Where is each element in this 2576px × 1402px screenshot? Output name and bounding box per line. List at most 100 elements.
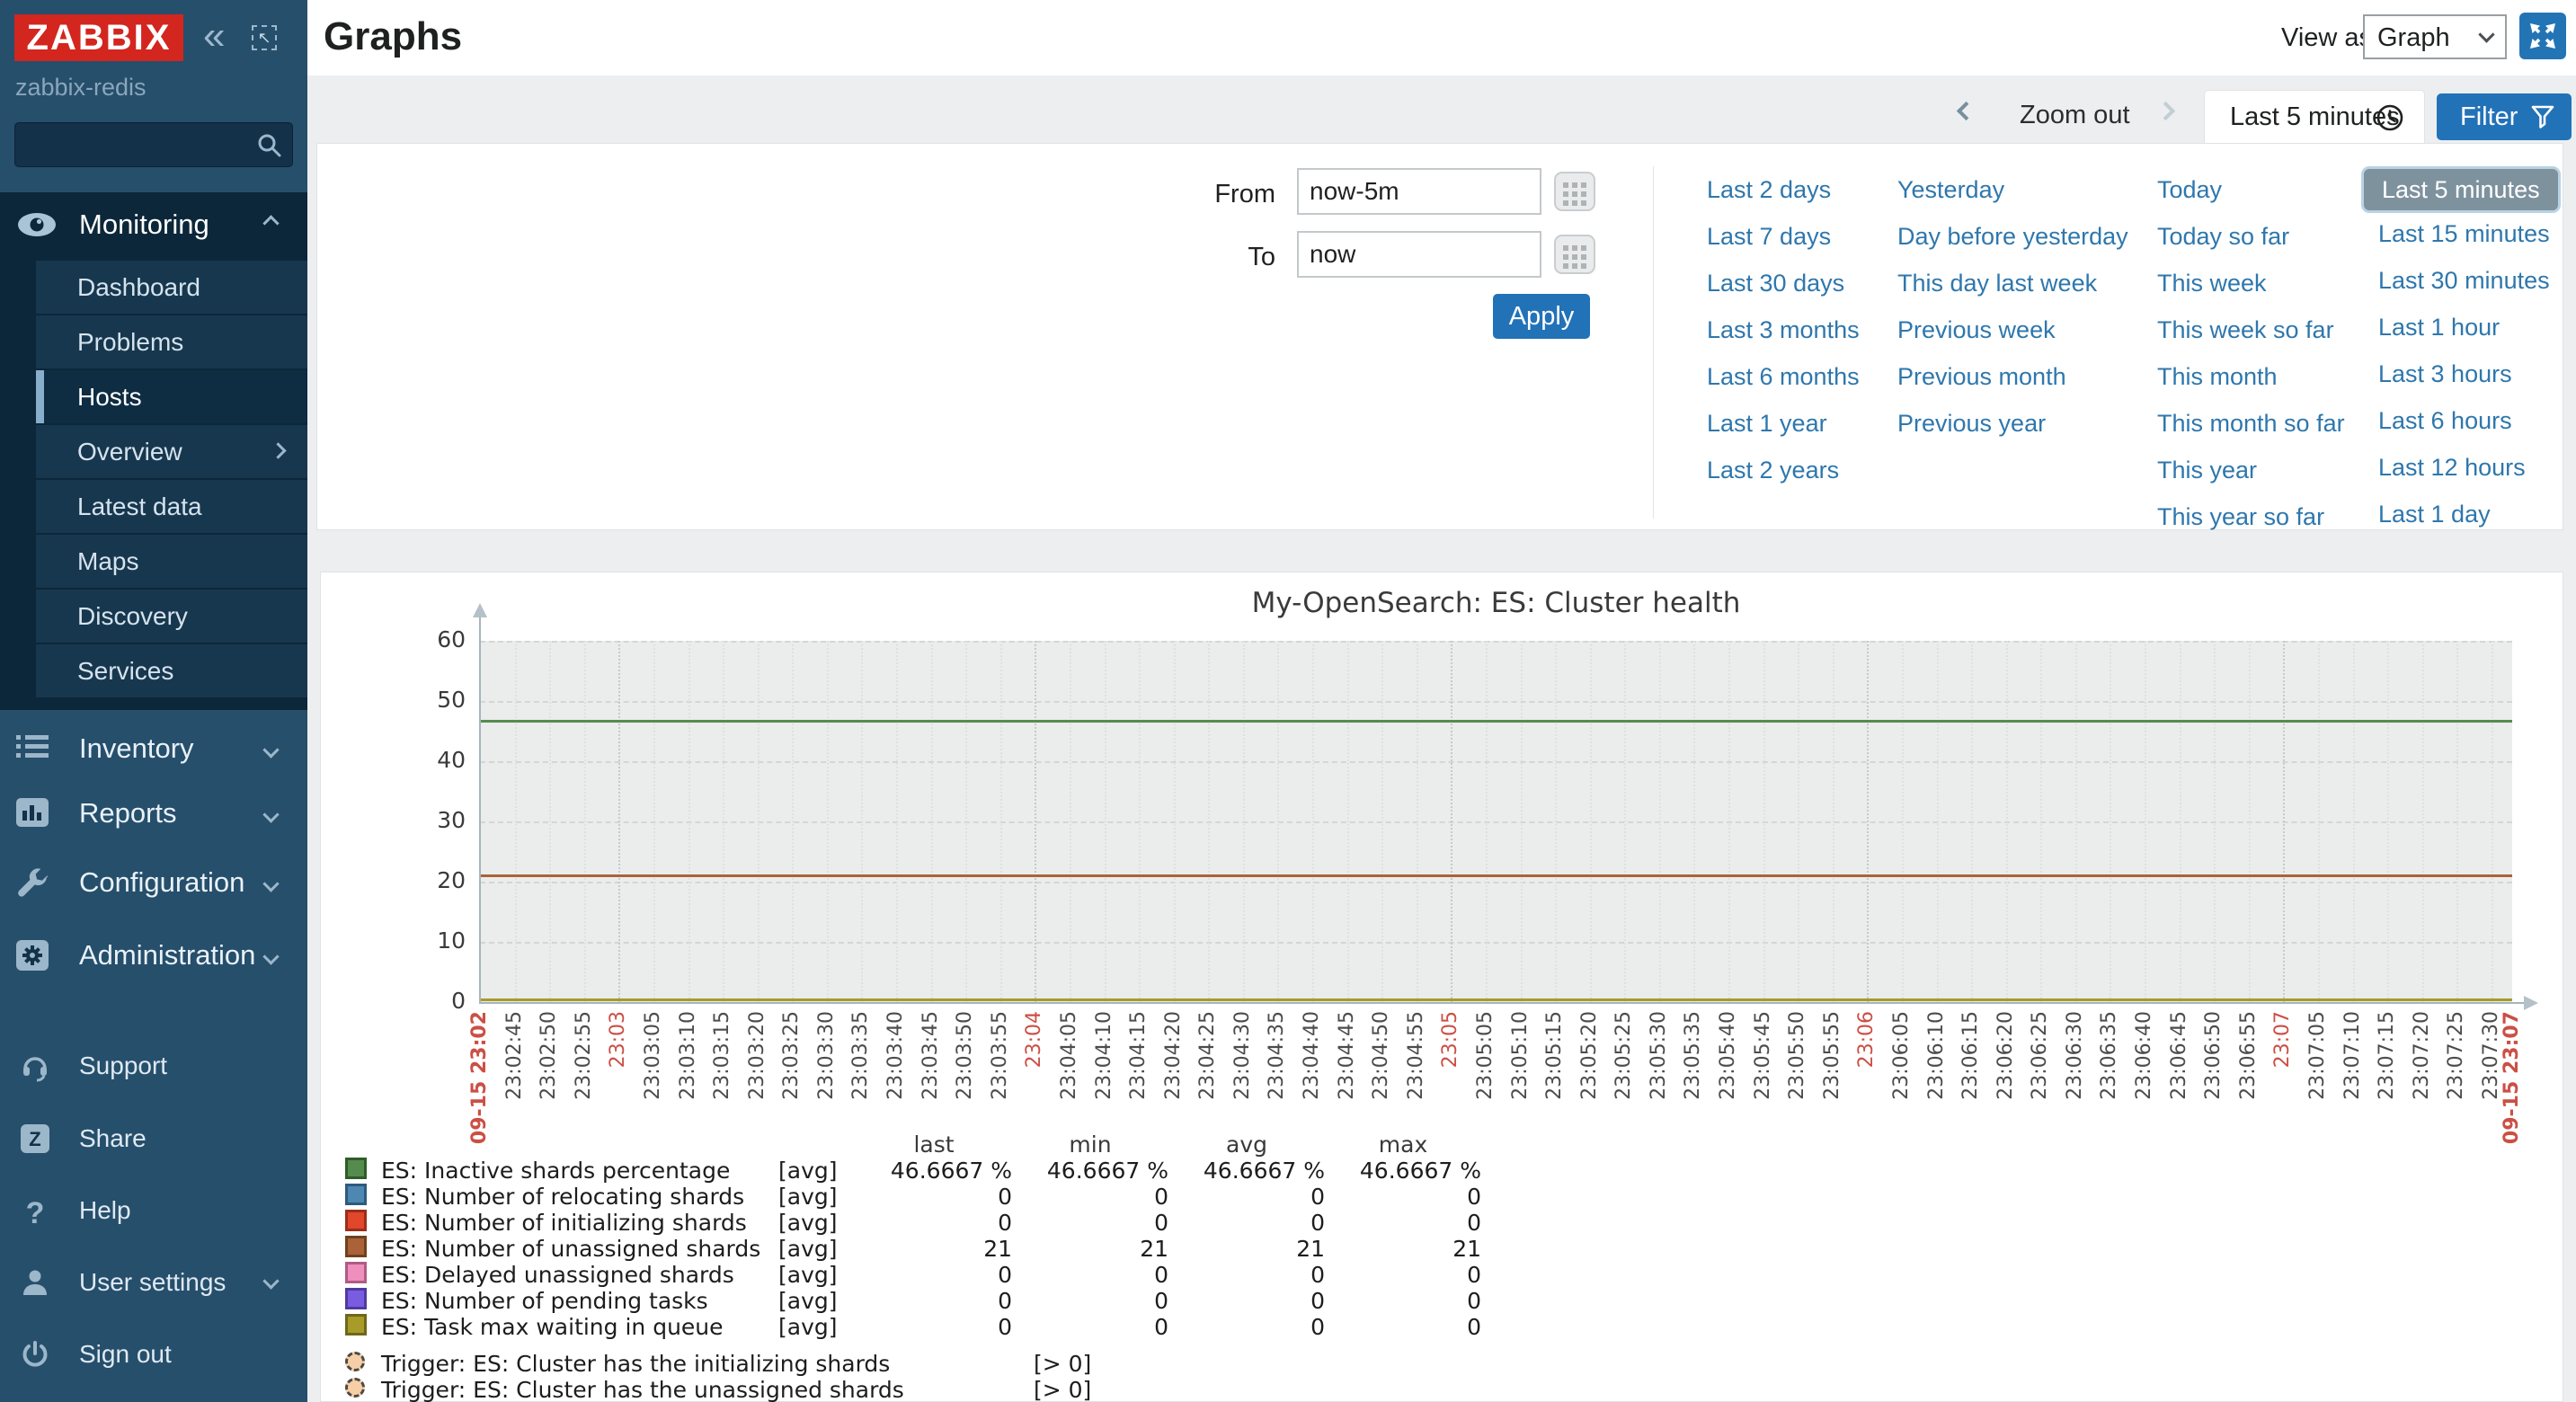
gridline-x [688, 641, 690, 1002]
sidebar-item-hosts[interactable]: Hosts [36, 370, 307, 423]
view-as-select[interactable]: Graph [2363, 14, 2507, 59]
x-axis-label: 23:06:10 [1924, 1011, 1948, 1100]
calendar-icon[interactable] [1550, 167, 1599, 216]
sidebar-item-latest-data[interactable]: Latest data [36, 480, 307, 533]
zoom-forward-icon [2155, 101, 2176, 122]
gridline-x [2074, 641, 2077, 1002]
gridline-x [2110, 641, 2112, 1002]
quick-range-last-1-day[interactable]: Last 1 day [2378, 501, 2491, 528]
trigger-name: Trigger: ES: Cluster has the unassigned … [381, 1377, 904, 1402]
quick-range-last-6-months[interactable]: Last 6 months [1707, 363, 1860, 390]
x-axis-label: 23:05:40 [1717, 1011, 1739, 1100]
quick-range-this-year[interactable]: This year [2157, 457, 2258, 484]
quick-range-last-2-years[interactable]: Last 2 years [1707, 457, 1840, 484]
quick-range-yesterday[interactable]: Yesterday [1897, 176, 2005, 203]
quick-range-last-30-minutes[interactable]: Last 30 minutes [2378, 267, 2550, 294]
filter-button[interactable]: Filter [2437, 93, 2572, 140]
x-axis-label: 23:07:10 [2341, 1011, 2364, 1100]
sidebar-item-discovery[interactable]: Discovery [36, 590, 307, 643]
zabbix-logo[interactable]: ZABBIX [14, 14, 183, 61]
legend-series-name: ES: Number of initializing shards [381, 1210, 747, 1236]
legend-value-max: 0 [1467, 1184, 1481, 1210]
sidebar-popout-icon[interactable]: ↖ [252, 25, 277, 50]
quick-range-previous-year[interactable]: Previous year [1897, 410, 2047, 437]
quick-range-this-week-so-far[interactable]: This week so far [2157, 316, 2334, 343]
x-axis-label: 23:04:05 [1057, 1011, 1080, 1100]
x-axis-label: 23:04:10 [1092, 1011, 1115, 1100]
legend-value-min: 21 [1140, 1236, 1168, 1262]
gridline-x [2005, 641, 2008, 1002]
legend-value-avg: 0 [1310, 1184, 1325, 1210]
sidebar-item-support[interactable]: Support [0, 1039, 307, 1095]
quick-range-today[interactable]: Today [2157, 176, 2223, 203]
main-content: Graphs View as Graph Zoom out Last 5 min… [307, 0, 2576, 1402]
sidebar-item-reports[interactable]: Reports [0, 784, 307, 843]
quick-range-last-2-days[interactable]: Last 2 days [1707, 176, 1832, 203]
search-input[interactable] [26, 127, 251, 163]
quick-range-last-3-months[interactable]: Last 3 months [1707, 316, 1860, 343]
sidebar-item-help[interactable]: ? Help [0, 1184, 307, 1239]
gridline-x [1693, 641, 1696, 1002]
sidebar-item-problems[interactable]: Problems [36, 315, 307, 368]
quick-range-this-week[interactable]: This week [2157, 270, 2267, 297]
gridline-x [1277, 641, 1280, 1002]
quick-range-last-6-hours[interactable]: Last 6 hours [2378, 407, 2512, 434]
from-input[interactable] [1297, 168, 1541, 215]
quick-range-this-day-last-week[interactable]: This day last week [1897, 270, 2098, 297]
sidebar-item-user-settings[interactable]: User settings [0, 1256, 307, 1311]
sidebar-item-share[interactable]: Z Share [0, 1112, 307, 1167]
gridline-x [1658, 641, 1661, 1002]
legend-row: ES: Delayed unassigned shards [avg] 0 0 0 0 [345, 1261, 1481, 1288]
x-axis-label: 23:03:15 [711, 1011, 734, 1100]
quick-range-this-month[interactable]: This month [2157, 363, 2278, 390]
sidebar-item-configuration[interactable]: Configuration [0, 853, 307, 912]
time-range-tab[interactable]: Last 5 minutes [2204, 90, 2425, 144]
x-axis-label: 23:04:40 [1301, 1011, 1323, 1100]
quick-range-last-3-hours[interactable]: Last 3 hours [2378, 360, 2512, 387]
power-icon [20, 1340, 50, 1373]
sidebar-item-administration[interactable]: Administration [0, 926, 307, 985]
sidebar-item-monitoring[interactable]: Monitoring [0, 192, 307, 257]
quick-range-last-1-year[interactable]: Last 1 year [1707, 410, 1827, 437]
quick-range-last-5-minutes[interactable]: Last 5 minutes [2364, 169, 2558, 210]
x-axis-label: 23:05:25 [1612, 1011, 1636, 1100]
quick-range-last-1-hour[interactable]: Last 1 hour [2378, 314, 2500, 341]
gridline-x [999, 641, 1002, 1002]
quick-range-last-30-days[interactable]: Last 30 days [1707, 270, 1845, 297]
sidebar-item-inventory[interactable]: Inventory [0, 719, 307, 778]
apply-button[interactable]: Apply [1493, 294, 1590, 339]
search-icon[interactable] [256, 132, 283, 164]
gridline-x [1798, 641, 1800, 1002]
quick-range-this-year-so-far[interactable]: This year so far [2157, 503, 2325, 530]
legend-value-avg: 0 [1310, 1262, 1325, 1288]
sidebar-item-label: Maps [77, 547, 139, 575]
sidebar-item-maps[interactable]: Maps [36, 535, 307, 588]
sidebar-item-services[interactable]: Services [36, 644, 307, 697]
zoom-out-button[interactable]: Zoom out [2020, 101, 2130, 129]
quick-range-last-7-days[interactable]: Last 7 days [1707, 223, 1832, 250]
x-axis-label: 23:03:10 [676, 1011, 699, 1100]
gridline-x [723, 641, 725, 1002]
zoom-back-icon[interactable] [1956, 101, 1976, 122]
sidebar-item-overview[interactable]: Overview [36, 425, 307, 478]
sidebar-item-sign-out[interactable]: Sign out [0, 1327, 307, 1383]
quick-range-today-so-far[interactable]: Today so far [2157, 223, 2290, 250]
gridline-x [1901, 641, 1904, 1002]
gear-icon [16, 940, 49, 975]
quick-range-previous-week[interactable]: Previous week [1897, 316, 2056, 343]
to-input[interactable] [1297, 231, 1541, 278]
from-label: From [1214, 180, 1275, 209]
kiosk-mode-button[interactable] [2519, 13, 2566, 59]
legend-aggregation: [avg] [778, 1314, 838, 1340]
legend-value-max: 0 [1467, 1288, 1481, 1314]
quick-range-this-month-so-far[interactable]: This month so far [2157, 410, 2345, 437]
sidebar-item-dashboard[interactable]: Dashboard [36, 261, 307, 314]
legend-value-max: 0 [1467, 1262, 1481, 1288]
quick-range-previous-month[interactable]: Previous month [1897, 363, 2066, 390]
quick-range-day-before-yesterday[interactable]: Day before yesterday [1897, 223, 2128, 250]
calendar-icon[interactable] [1550, 230, 1599, 279]
quick-range-last-12-hours[interactable]: Last 12 hours [2378, 454, 2526, 481]
x-axis [479, 1002, 2524, 1004]
quick-range-last-15-minutes[interactable]: Last 15 minutes [2378, 220, 2550, 247]
sidebar-collapse-icon[interactable]: « [203, 13, 226, 58]
